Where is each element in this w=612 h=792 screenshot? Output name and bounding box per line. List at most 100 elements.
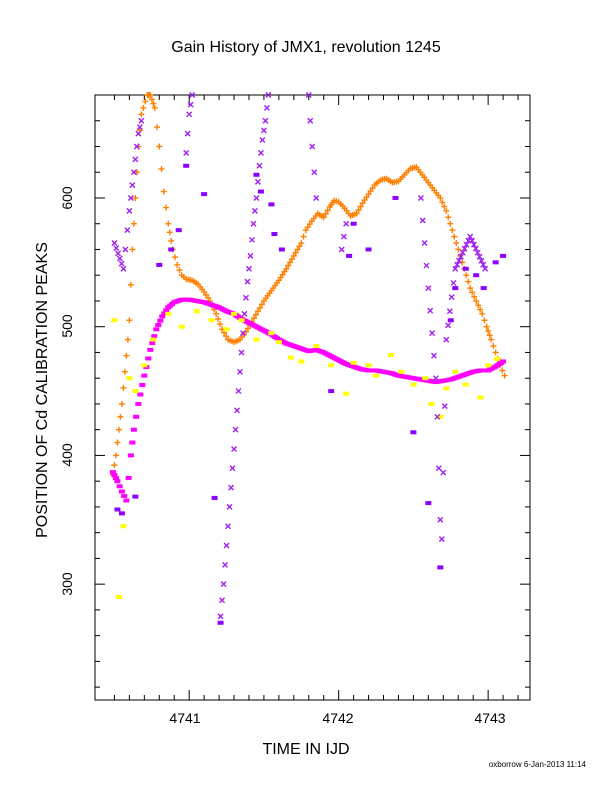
data-point-series-4 (392, 195, 399, 200)
data-point-series-2 (133, 414, 140, 419)
data-point-series-1 (499, 367, 506, 374)
data-point-series-5 (455, 257, 462, 264)
data-point-series-5 (234, 407, 241, 414)
data-point-series-4 (118, 511, 125, 516)
data-point-series-5 (309, 143, 316, 150)
data-point-series-1 (488, 336, 495, 343)
data-point-series-5 (226, 503, 233, 510)
data-point-series-1 (288, 256, 295, 263)
data-point-series-3 (462, 382, 469, 387)
data-point-series-1 (123, 352, 130, 359)
data-point-series-2 (112, 476, 119, 481)
data-point-series-3 (268, 331, 275, 336)
data-point-series-1 (453, 240, 460, 247)
data-point-series-2 (139, 383, 146, 388)
data-point-series-5 (225, 523, 232, 530)
data-point-series-5 (257, 149, 264, 156)
data-point-series-3 (452, 369, 459, 374)
data-point-series-5 (470, 241, 477, 248)
data-point-series-4 (183, 163, 190, 168)
data-point-series-1 (483, 323, 490, 330)
data-point-series-5 (482, 265, 489, 272)
data-point-series-1 (449, 227, 456, 234)
data-point-series-1 (151, 104, 158, 111)
data-point-series-1 (127, 281, 134, 288)
data-point-series-1 (285, 262, 292, 269)
data-point-series-2 (159, 314, 166, 319)
data-point-series-5 (445, 322, 452, 329)
data-point-series-1 (302, 227, 309, 234)
data-point-series-4 (271, 232, 278, 237)
data-point-series-5 (111, 240, 118, 247)
data-point-series-5 (417, 194, 424, 201)
data-point-series-1 (486, 332, 493, 339)
data-point-series-2 (121, 493, 128, 498)
data-point-series-5 (467, 233, 474, 240)
data-point-series-5 (235, 388, 242, 395)
data-point-series-3 (328, 363, 335, 368)
data-point-series-3 (231, 311, 238, 316)
data-point-series-4 (114, 507, 121, 512)
data-point-series-5 (124, 227, 131, 234)
data-point-series-1 (463, 272, 470, 279)
data-point-series-5 (307, 117, 314, 124)
data-point-series-5 (432, 375, 439, 382)
data-point-series-5 (340, 233, 347, 240)
data-point-series-5 (480, 261, 487, 268)
data-point-series-2 (125, 475, 132, 480)
data-point-series-1 (176, 267, 183, 274)
data-point-series-1 (437, 194, 444, 201)
data-point-series-5 (419, 217, 426, 224)
data-point-series-1 (142, 98, 149, 105)
data-point-series-5 (254, 178, 261, 185)
data-point-series-3 (365, 363, 372, 368)
data-point-series-4 (473, 273, 480, 278)
data-point-series-4 (462, 266, 469, 271)
data-point-series-5 (115, 250, 122, 257)
data-point-series-5 (239, 330, 246, 337)
data-point-series-1 (363, 194, 370, 201)
data-point-series-5 (260, 127, 267, 134)
data-point-series-1 (441, 203, 448, 210)
data-point-series-1 (369, 185, 376, 192)
data-point-series-5 (457, 253, 464, 260)
data-point-series-5 (472, 245, 479, 252)
data-point-series-4 (425, 501, 432, 506)
data-point-series-1 (320, 214, 327, 221)
data-point-series-5 (311, 169, 318, 176)
data-point-series-2 (500, 359, 507, 364)
data-point-series-1 (201, 288, 208, 295)
data-point-series-2 (116, 484, 123, 489)
data-point-series-1 (300, 233, 307, 240)
data-point-series-5 (238, 349, 245, 356)
data-point-series-1 (324, 207, 331, 214)
data-point-series-5 (476, 253, 483, 260)
data-point-series-1 (114, 439, 121, 446)
data-point-series-4 (492, 260, 499, 265)
data-point-series-5 (461, 245, 468, 252)
data-point-series-5 (130, 169, 137, 176)
data-point-series-1 (165, 220, 172, 227)
data-point-series-3 (132, 389, 139, 394)
data-point-series-2 (161, 311, 168, 316)
data-point-series-3 (178, 324, 185, 329)
data-point-series-2 (123, 498, 130, 503)
data-point-series-5 (256, 162, 263, 169)
data-point-series-5 (265, 92, 272, 98)
data-point-series-4 (132, 494, 139, 499)
data-point-series-5 (338, 246, 345, 253)
data-point-series-5 (219, 597, 226, 604)
data-point-series-1 (158, 166, 165, 173)
data-point-series-1 (129, 246, 136, 253)
data-point-series-1 (361, 197, 368, 204)
data-point-series-1 (443, 207, 450, 214)
data-point-series-5 (421, 240, 428, 247)
data-point-series-3 (313, 344, 320, 349)
data-point-series-3 (287, 355, 294, 360)
data-point-series-5 (253, 194, 260, 201)
data-point-series-1 (168, 237, 175, 244)
data-point-series-5 (113, 245, 120, 252)
data-point-series-1 (244, 325, 251, 332)
data-point-series-4 (253, 172, 260, 177)
data-point-series-1 (365, 191, 372, 198)
